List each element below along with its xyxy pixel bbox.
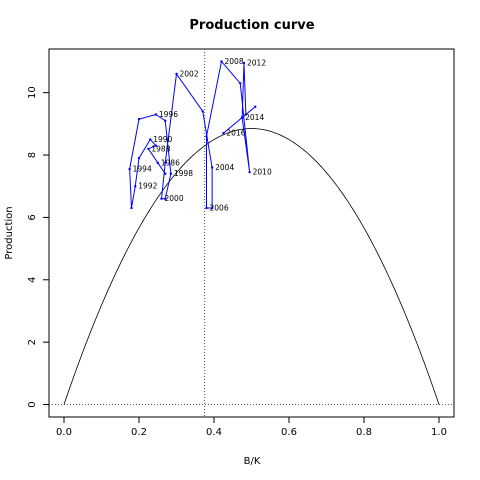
point-label: 1998 [174, 169, 193, 178]
series-point [242, 61, 246, 65]
y-tick-label: 2 [27, 339, 38, 345]
point-label: 2000 [165, 194, 184, 203]
point-label: 1988 [151, 144, 170, 153]
y-axis-label: Production [4, 206, 15, 259]
series-point [164, 197, 167, 200]
x-tick-label: 1.0 [431, 427, 447, 438]
point-label: 1996 [159, 110, 178, 119]
x-axis: 0.0 0.2 0.4 0.6 0.8 1.0 [56, 417, 447, 438]
point-label: 2004 [215, 163, 234, 172]
series-point [164, 119, 167, 122]
series-point [134, 185, 137, 188]
point-label: 2008 [225, 57, 244, 66]
series-point [147, 147, 150, 150]
production-curve [63, 128, 440, 405]
series-point [154, 144, 158, 147]
series-layer [128, 60, 257, 210]
x-tick-label: 0.4 [206, 427, 222, 438]
y-tick-label: 10 [27, 86, 38, 99]
y-tick-label: 8 [27, 152, 38, 158]
series-point [164, 161, 167, 165]
series-point [128, 167, 131, 171]
point-label: 1994 [133, 165, 152, 174]
series-point [222, 132, 225, 135]
x-tick-label: 0.8 [356, 427, 372, 438]
series-point [205, 206, 208, 210]
series-point [160, 197, 163, 200]
series-point [156, 161, 159, 165]
point-label: 1986 [161, 158, 180, 167]
series-point [149, 138, 152, 141]
point-label: 2006 [210, 204, 229, 213]
plot-frame [48, 48, 455, 418]
series-point [210, 166, 214, 169]
series-point [244, 113, 248, 116]
series-point [175, 72, 178, 76]
point-label: 2014 [245, 113, 264, 122]
y-tick-label: 0 [27, 401, 38, 407]
series-point [154, 113, 158, 116]
series-point [239, 82, 242, 85]
point-label: 1990 [153, 135, 172, 144]
curve-path [63, 128, 440, 405]
y-tick-label: 6 [27, 214, 38, 220]
point-label: 1992 [138, 182, 157, 191]
series-point [240, 116, 244, 119]
y-tick-label: 4 [27, 277, 38, 283]
point-label: 2010 [253, 168, 272, 177]
x-axis-label: B/K [244, 456, 261, 467]
x-tick-label: 0.2 [131, 427, 147, 438]
series-point [205, 135, 208, 138]
series-point [220, 60, 223, 63]
point-label: 2012 [247, 59, 266, 68]
series-point [137, 117, 141, 121]
point-label: 2016 [226, 129, 245, 138]
series-point [254, 105, 257, 108]
series-point [210, 206, 214, 210]
series-point [169, 172, 173, 175]
series-point [130, 206, 133, 210]
chart-title: Production curve [189, 18, 314, 33]
series-point [248, 170, 251, 174]
series-point [137, 156, 141, 160]
reference-lines [49, 49, 454, 417]
series-point [164, 172, 167, 175]
series-point [201, 110, 204, 113]
point-label: 2002 [180, 69, 199, 78]
y-axis: 0 2 4 6 8 10 [27, 86, 49, 408]
x-tick-label: 0.0 [56, 427, 72, 438]
x-tick-label: 0.6 [281, 427, 297, 438]
